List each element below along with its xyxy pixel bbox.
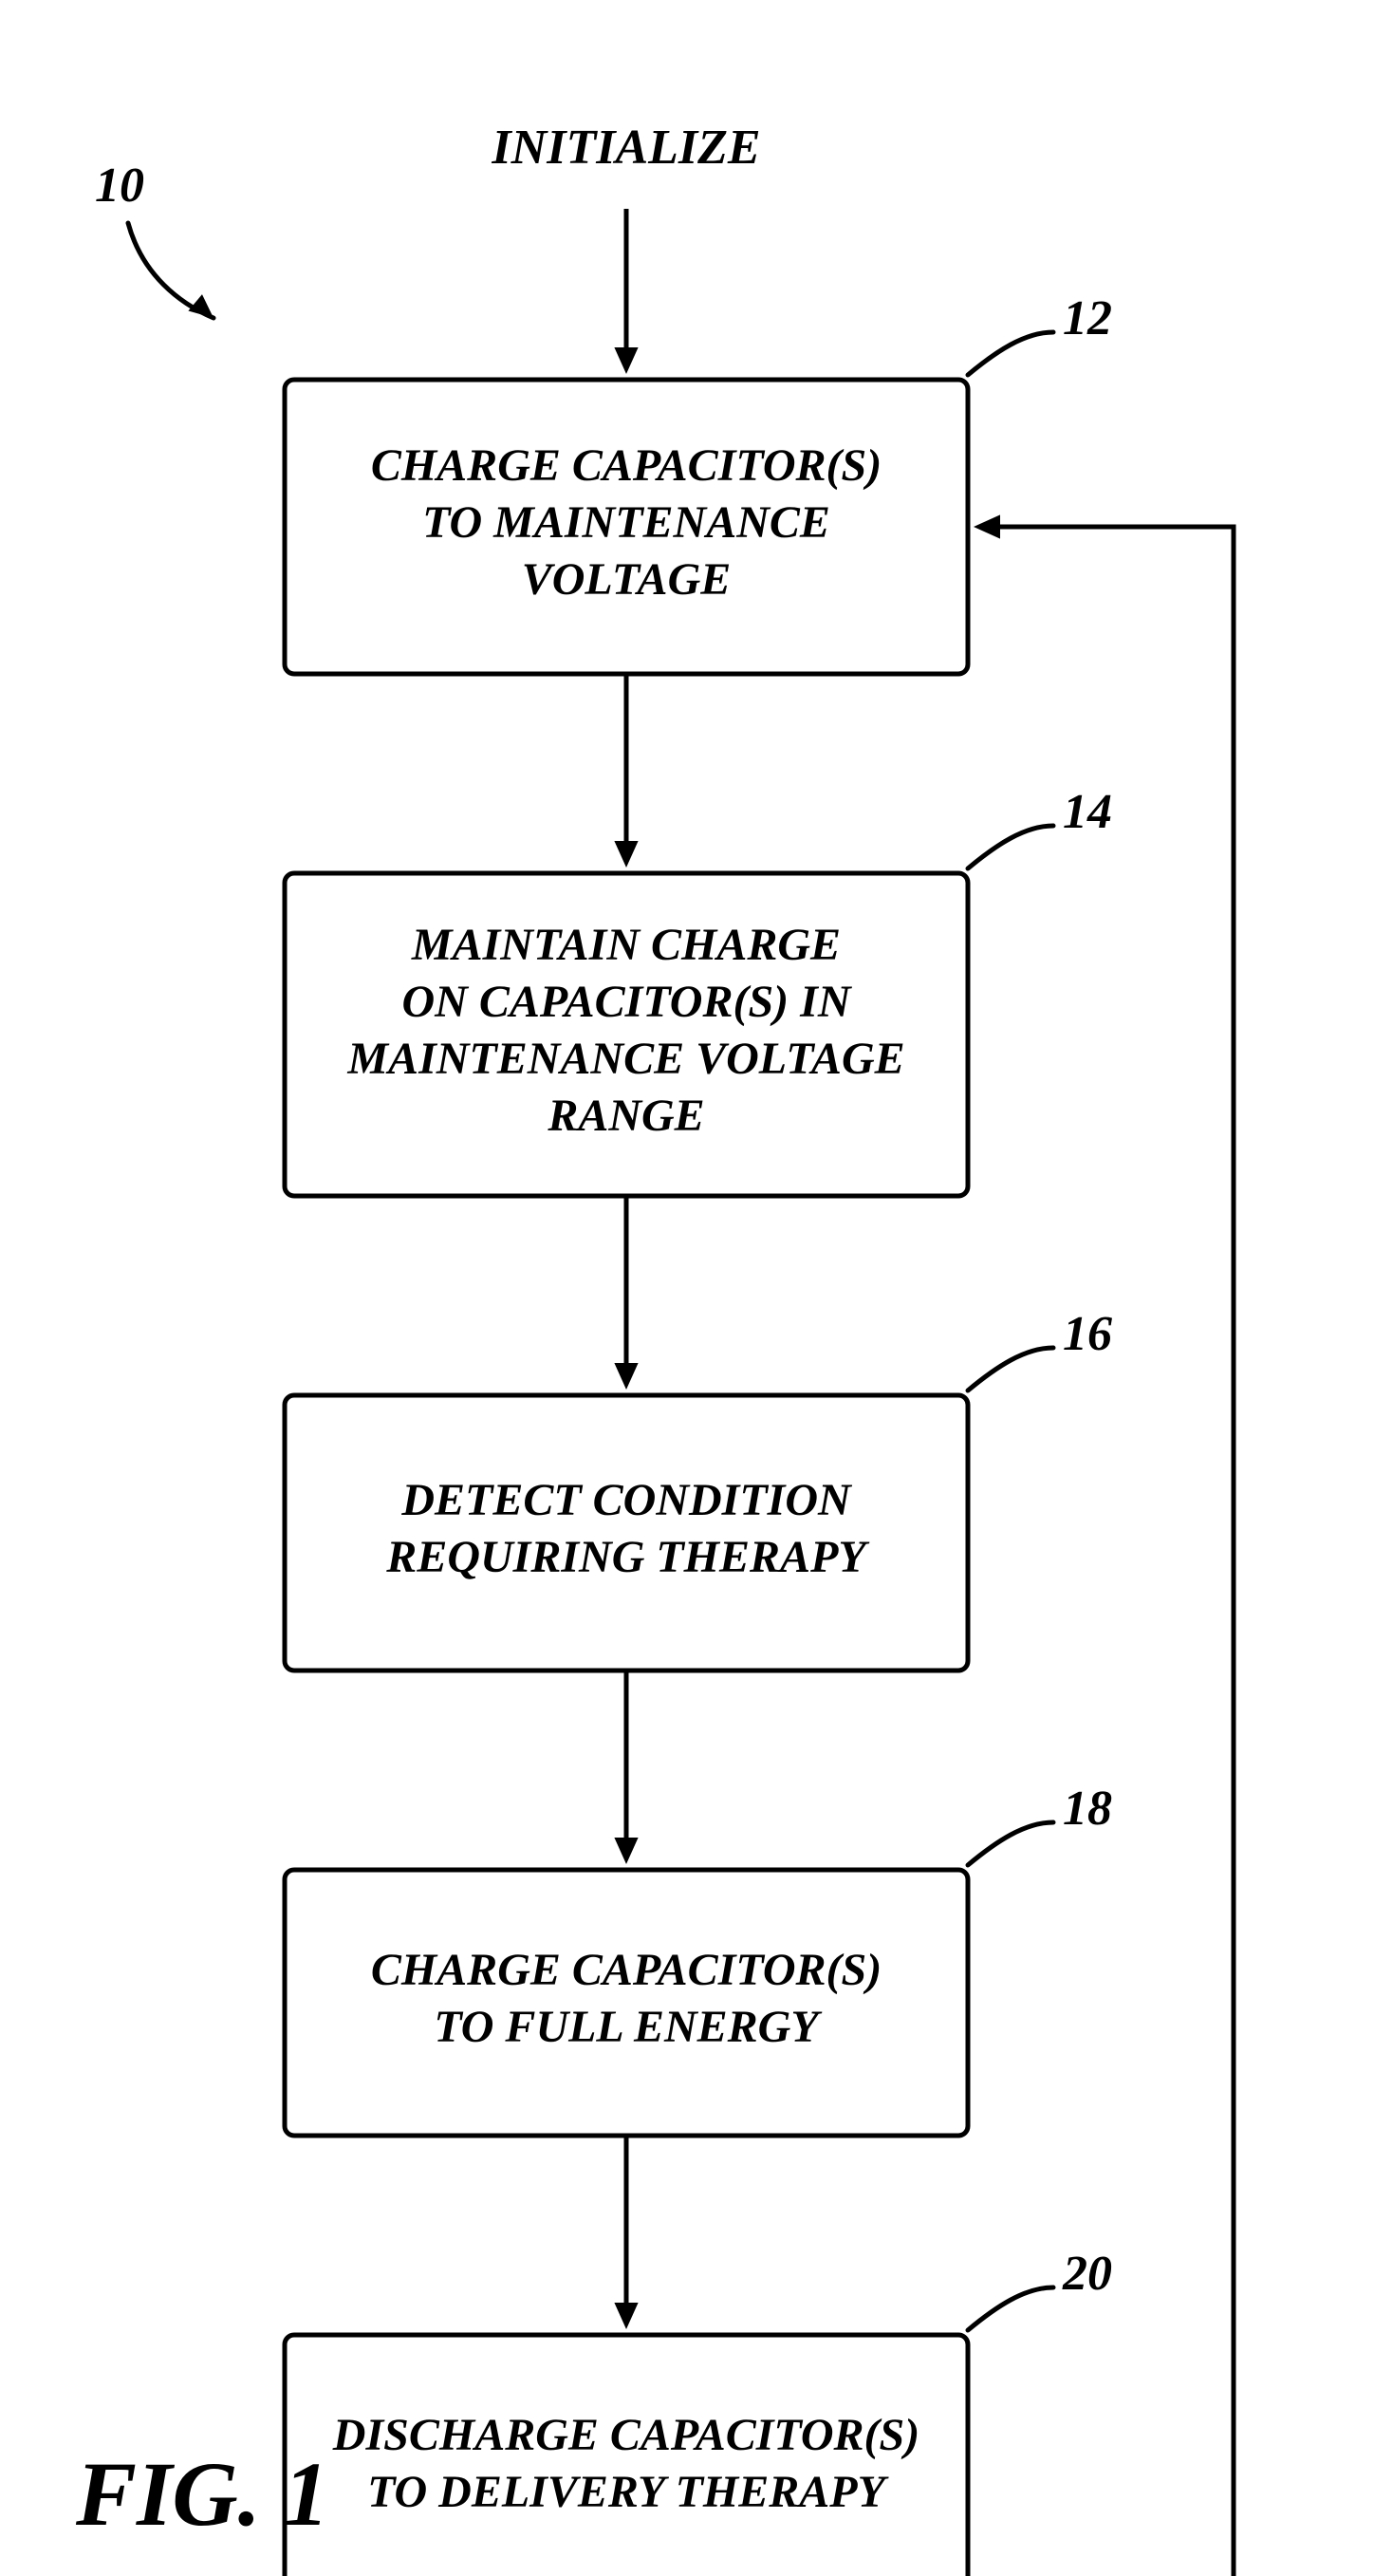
initialize-label: INITIALIZE: [491, 121, 760, 175]
ref-label-14: 14: [1063, 785, 1112, 839]
ref-label-12: 12: [1063, 291, 1112, 345]
figure-label: FIG. 1: [75, 2443, 329, 2545]
ref-label-18: 18: [1063, 1782, 1112, 1836]
flowchart-canvas: INITIALIZECHARGE CAPACITOR(S)TO MAINTENA…: [0, 0, 1374, 2576]
diagram-ref-label: 10: [95, 159, 144, 213]
ref-label-16: 16: [1063, 1307, 1112, 1361]
ref-label-20: 20: [1062, 2247, 1112, 2301]
